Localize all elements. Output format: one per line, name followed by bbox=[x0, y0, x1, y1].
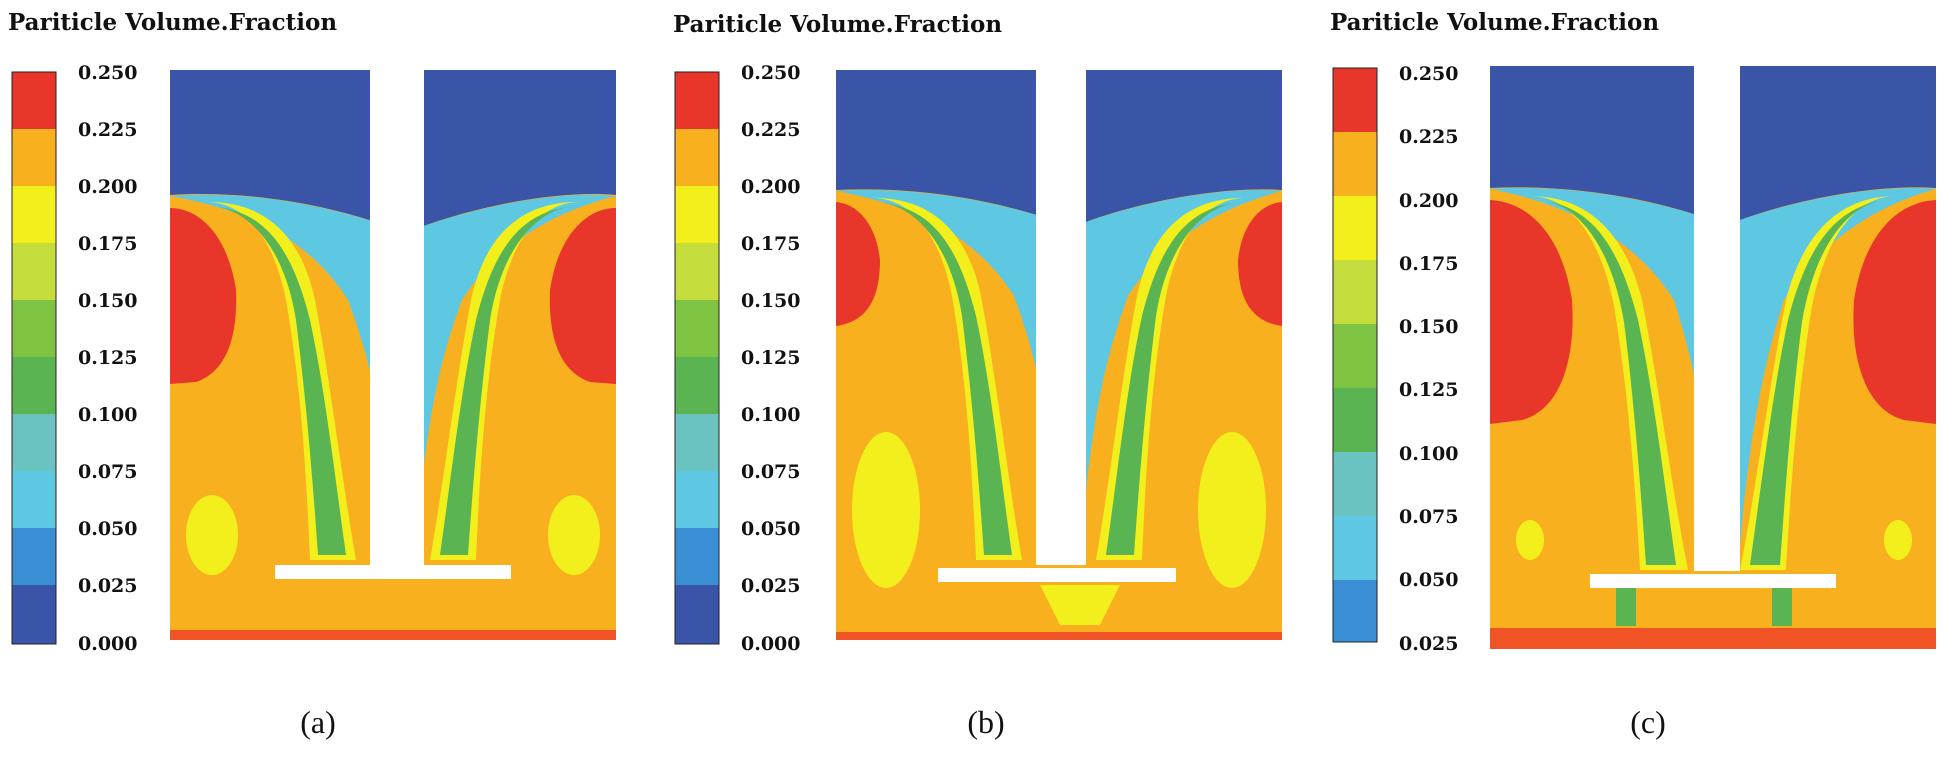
tick-label: 0.025 bbox=[741, 575, 801, 597]
tick-label: 0.100 bbox=[1399, 443, 1459, 465]
tick-label: 0.125 bbox=[741, 347, 801, 369]
tick-label: 0.200 bbox=[78, 176, 138, 198]
tick-label: 0.100 bbox=[78, 404, 138, 426]
panel-b-colorbar-ticks: 0.250 0.225 0.200 0.175 0.150 0.125 0.10… bbox=[741, 62, 801, 655]
tick-label: 0.250 bbox=[78, 62, 138, 84]
tick-label: 0.200 bbox=[1399, 190, 1459, 212]
tick-label: 0.100 bbox=[741, 404, 801, 426]
panel-b-caption: (b) bbox=[967, 704, 1004, 740]
tick-label: 0.125 bbox=[1399, 379, 1459, 401]
panel-a-contour-map bbox=[170, 70, 616, 640]
tick-label: 0.250 bbox=[741, 62, 801, 84]
panel-a: Pariticle Volume.Fraction 0.250 0.225 0.… bbox=[8, 9, 616, 740]
tick-label: 0.225 bbox=[741, 119, 801, 141]
tick-label: 0.175 bbox=[1399, 253, 1459, 275]
panel-c: Pariticle Volume.Fraction 0.250 0.225 0.… bbox=[1330, 9, 1936, 740]
tick-label: 0.075 bbox=[78, 461, 138, 483]
tick-label: 0.000 bbox=[741, 633, 801, 655]
panel-a-caption: (a) bbox=[300, 704, 336, 740]
tick-label: 0.175 bbox=[741, 233, 801, 255]
tick-label: 0.150 bbox=[78, 290, 138, 312]
panel-b-contour-map bbox=[836, 70, 1282, 640]
tick-label: 0.050 bbox=[1399, 569, 1459, 591]
tick-label: 0.250 bbox=[1399, 63, 1459, 85]
tick-label: 0.200 bbox=[741, 176, 801, 198]
panel-c-colorbar bbox=[1332, 67, 1378, 643]
tick-label: 0.225 bbox=[78, 119, 138, 141]
tick-label: 0.075 bbox=[1399, 506, 1459, 528]
panel-a-title: Pariticle Volume.Fraction bbox=[8, 9, 337, 36]
tick-label: 0.125 bbox=[78, 347, 138, 369]
panel-c-title: Pariticle Volume.Fraction bbox=[1330, 9, 1659, 36]
tick-label: 0.150 bbox=[741, 290, 801, 312]
panel-b-colorbar bbox=[674, 71, 720, 645]
tick-label: 0.025 bbox=[1399, 633, 1459, 655]
panel-c-colorbar-ticks: 0.250 0.225 0.200 0.175 0.150 0.125 0.10… bbox=[1399, 63, 1459, 655]
tick-label: 0.175 bbox=[78, 233, 138, 255]
tick-label: 0.225 bbox=[1399, 126, 1459, 148]
panel-a-colorbar bbox=[11, 71, 57, 645]
panel-c-caption: (c) bbox=[1630, 704, 1666, 740]
panel-a-colorbar-ticks: 0.250 0.225 0.200 0.175 0.150 0.125 0.10… bbox=[78, 62, 138, 655]
tick-label: 0.050 bbox=[78, 518, 138, 540]
tick-label: 0.050 bbox=[741, 518, 801, 540]
tick-label: 0.025 bbox=[78, 575, 138, 597]
tick-label: 0.075 bbox=[741, 461, 801, 483]
tick-label: 0.000 bbox=[78, 633, 138, 655]
panel-c-contour-map bbox=[1490, 66, 1936, 649]
panel-b-title: Pariticle Volume.Fraction bbox=[673, 11, 1002, 38]
tick-label: 0.150 bbox=[1399, 316, 1459, 338]
panel-b: Pariticle Volume.Fraction 0.250 0.225 0.… bbox=[673, 11, 1282, 740]
